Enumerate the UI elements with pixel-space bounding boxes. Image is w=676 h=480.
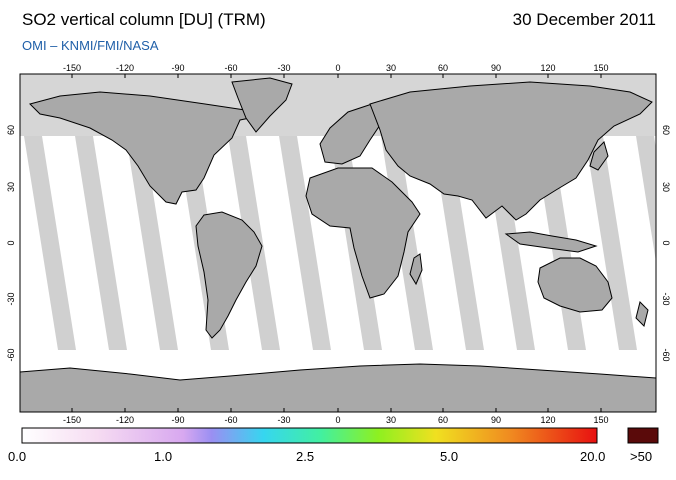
lon-tick-label: 120 <box>540 415 555 425</box>
orbit-gap <box>585 136 637 350</box>
lat-tick-label: 60 <box>661 125 671 135</box>
lon-tick-label: 90 <box>491 415 501 425</box>
north-america <box>29 91 262 205</box>
antarctica <box>20 363 656 412</box>
africa <box>305 167 421 299</box>
colorbar-label-4: 20.0 <box>580 449 606 464</box>
lon-tick-label: 90 <box>491 63 501 73</box>
new-zealand <box>635 301 649 327</box>
asia <box>369 81 653 221</box>
orbit-gap <box>636 136 656 262</box>
continents <box>20 77 656 412</box>
lat-tick-label: -60 <box>661 348 671 361</box>
australia <box>537 257 613 313</box>
latitude-ticks-right: 60 30 0 -30 -60 <box>661 125 671 362</box>
lat-tick-label: 0 <box>661 240 671 245</box>
longitude-ticks-bottom: -150 -120 -90 -60 -30 0 30 60 90 120 150 <box>63 408 609 425</box>
lon-tick-label: 0 <box>335 415 340 425</box>
colorbar-overflow-swatch <box>627 427 659 444</box>
lon-tick-label: -30 <box>277 415 290 425</box>
lon-tick-label: 120 <box>540 63 555 73</box>
colorbar-label-1: 1.0 <box>154 449 173 464</box>
lon-tick-label: -60 <box>224 63 237 73</box>
lon-tick-label: -30 <box>277 63 290 73</box>
lon-tick-label: -90 <box>171 415 184 425</box>
orbit-gap <box>24 136 76 350</box>
lat-tick-label: -30 <box>6 292 16 305</box>
lon-tick-label: 60 <box>438 415 448 425</box>
colorbar-label-2: 2.5 <box>296 449 315 464</box>
indonesia <box>504 231 598 253</box>
lon-tick-label: -90 <box>171 63 184 73</box>
latitude-ticks-left: 60 30 0 -30 -60 <box>6 125 16 362</box>
lat-tick-label: -30 <box>661 292 671 305</box>
lon-tick-label: -60 <box>224 415 237 425</box>
lon-tick-label: 60 <box>438 63 448 73</box>
orbit-gap <box>279 136 331 350</box>
lon-tick-label: 150 <box>593 415 608 425</box>
south-america <box>195 211 263 339</box>
lon-tick-label: 150 <box>593 63 608 73</box>
colorbar-label-3: 5.0 <box>440 449 459 464</box>
lat-tick-label: 0 <box>6 240 16 245</box>
lon-tick-label: -120 <box>116 63 134 73</box>
lon-tick-label: 0 <box>335 63 340 73</box>
japan <box>589 141 609 171</box>
map-date: 30 December 2011 <box>512 10 656 29</box>
lat-tick-label: 30 <box>661 182 671 192</box>
lon-tick-label: -120 <box>116 415 134 425</box>
colorbar <box>21 427 598 444</box>
greenland <box>231 77 293 133</box>
map-title: SO2 vertical column [DU] (TRM) <box>22 10 266 29</box>
lon-tick-label: -150 <box>63 415 81 425</box>
colorbar-overflow-label: >50 <box>630 449 653 464</box>
lon-tick-label: 30 <box>386 415 396 425</box>
data-source: OMI – KNMI/FMI/NASA <box>22 38 159 53</box>
lat-tick-label: 60 <box>6 125 16 135</box>
orbit-gap <box>126 136 178 350</box>
lat-tick-label: 30 <box>6 182 16 192</box>
orbit-gap <box>75 136 127 350</box>
colorbar-label-0: 0.0 <box>8 449 27 464</box>
longitude-ticks-top: -150 -120 -90 -60 -30 0 30 60 90 120 150 <box>63 63 609 78</box>
madagascar <box>409 253 423 286</box>
lon-tick-label: 30 <box>386 63 396 73</box>
lat-tick-label: -60 <box>6 348 16 361</box>
lon-tick-label: -150 <box>63 63 81 73</box>
